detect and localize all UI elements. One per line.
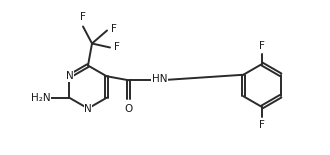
Text: HN: HN: [151, 74, 167, 84]
Text: O: O: [124, 104, 133, 114]
Text: F: F: [80, 13, 86, 22]
Text: N: N: [66, 71, 73, 81]
Text: F: F: [259, 41, 265, 51]
Text: N: N: [84, 104, 92, 113]
Text: F: F: [111, 24, 117, 35]
Text: F: F: [259, 120, 265, 130]
Text: H₂N: H₂N: [31, 93, 50, 103]
Text: F: F: [114, 42, 120, 53]
